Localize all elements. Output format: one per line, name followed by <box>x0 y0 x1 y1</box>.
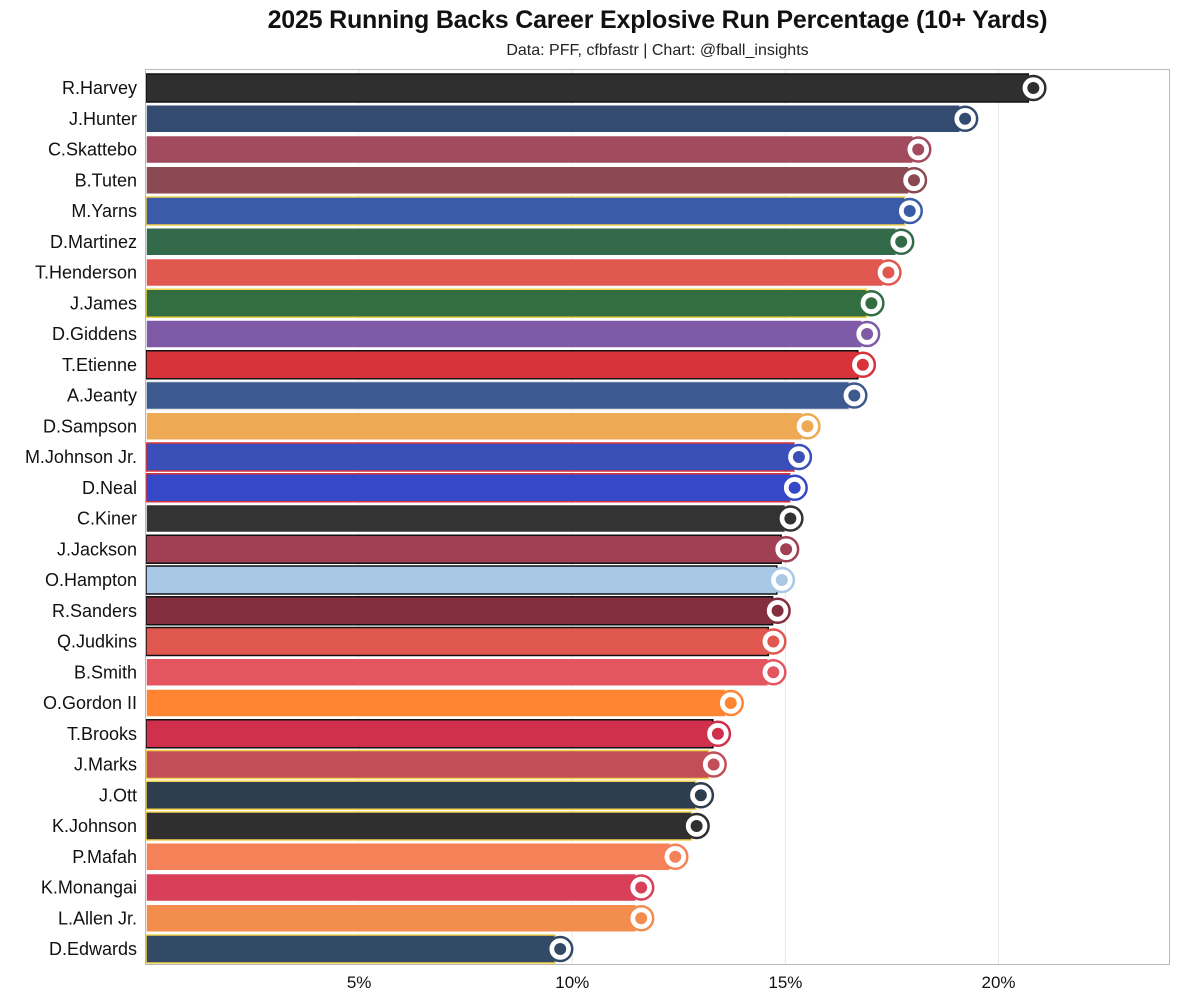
team-logo-icon <box>717 689 744 717</box>
team-logo-icon <box>764 597 791 624</box>
bar <box>145 626 770 657</box>
bar <box>145 903 637 933</box>
team-logo-icon <box>772 536 800 563</box>
team-logo-icon <box>853 320 881 348</box>
category-label: K.Monangai <box>41 878 137 898</box>
category-label: C.Kiner <box>77 509 137 529</box>
category-label: D.Martinez <box>50 232 137 252</box>
team-logo-icon <box>849 351 877 378</box>
bar <box>145 842 672 872</box>
team-logo-icon <box>700 751 727 778</box>
category-label: R.Sanders <box>52 601 137 621</box>
bar <box>145 534 782 564</box>
bar <box>145 473 791 503</box>
bar <box>145 780 697 810</box>
bar <box>145 811 693 841</box>
team-logo-icon <box>794 413 821 440</box>
bar <box>145 503 787 534</box>
category-label: J.Hunter <box>69 109 137 129</box>
team-logo-icon <box>900 167 928 194</box>
category-labels: R.Harvey J.Hunter C.Skattebo B.Tuten M.Yarns… <box>25 78 137 959</box>
category-label: D.Edwards <box>49 939 137 959</box>
bar <box>145 749 710 780</box>
team-logo-icon <box>546 935 574 963</box>
team-logo-icon <box>896 197 923 225</box>
category-label: D.Giddens <box>52 324 137 344</box>
team-logo-icon <box>760 659 787 686</box>
category-label: J.Jackson <box>57 539 137 559</box>
team-logo-icon <box>951 105 979 132</box>
category-label: D.Sampson <box>43 416 137 436</box>
category-label: T.Brooks <box>67 724 137 744</box>
bar <box>145 319 863 349</box>
bar <box>145 596 774 626</box>
team-logo-icon <box>785 443 813 471</box>
x-axis-ticks: 5% 10% 15% 20% <box>347 973 1016 992</box>
bar <box>145 380 851 411</box>
bar <box>145 565 778 595</box>
x-tick-label: 15% <box>768 973 802 992</box>
team-logo-icon <box>841 382 868 409</box>
team-logo-icon <box>781 474 808 501</box>
bar <box>145 934 556 964</box>
logos-layer <box>546 74 1047 963</box>
category-label: C.Skattebo <box>48 140 137 160</box>
category-label: T.Etienne <box>62 355 137 375</box>
bar <box>145 872 637 903</box>
bar <box>145 657 770 687</box>
team-logo-icon <box>768 566 796 594</box>
category-label: R.Harvey <box>62 78 137 98</box>
team-logo-icon <box>875 259 902 286</box>
category-label: L.Allen Jr. <box>58 908 137 928</box>
team-logo-icon <box>1020 74 1047 102</box>
x-tick-label: 20% <box>981 973 1015 992</box>
team-logo-icon <box>683 812 710 840</box>
category-label: O.Gordon II <box>43 693 137 713</box>
category-label: T.Henderson <box>35 263 137 283</box>
plot-border <box>145 69 1170 965</box>
bar <box>145 73 1030 103</box>
team-logo-icon <box>858 290 885 317</box>
bar <box>145 719 714 749</box>
team-logo-icon <box>662 843 689 870</box>
category-label: P.Mafah <box>72 847 137 867</box>
category-label: D.Neal <box>82 478 137 498</box>
bar <box>145 411 804 441</box>
category-label: A.Jeanty <box>67 386 137 406</box>
team-logo-icon <box>905 136 932 163</box>
team-logo-icon <box>687 782 715 809</box>
bar <box>145 196 906 226</box>
team-logo-icon <box>760 628 787 655</box>
x-tick-label: 5% <box>347 973 372 992</box>
team-logo-icon <box>627 874 655 901</box>
category-label: O.Hampton <box>45 570 137 590</box>
bar <box>145 688 727 718</box>
category-label: Q.Judkins <box>57 632 137 652</box>
category-label: J.Ott <box>99 785 137 805</box>
category-label: B.Smith <box>74 662 137 682</box>
bar <box>145 257 885 288</box>
bar <box>145 288 868 318</box>
x-tick-label: 10% <box>555 973 589 992</box>
category-label: J.Marks <box>74 755 137 775</box>
team-logo-icon <box>704 720 732 747</box>
bar <box>145 104 961 134</box>
bar <box>145 350 859 380</box>
bar <box>145 165 910 195</box>
category-label: J.James <box>70 293 137 313</box>
chart-title: 2025 Running Backs Career Explosive Run … <box>267 6 1048 34</box>
team-logo-icon <box>887 228 915 255</box>
category-label: M.Johnson Jr. <box>25 447 137 467</box>
category-label: K.Johnson <box>52 816 137 836</box>
category-label: M.Yarns <box>71 201 137 221</box>
bar <box>145 227 897 257</box>
bar <box>145 442 795 472</box>
bars-layer <box>145 73 1030 964</box>
chart-subtitle: Data: PFF, cfbfastr | Chart: @fball_insi… <box>506 42 809 59</box>
team-logo-icon <box>627 905 655 932</box>
bar <box>145 134 914 165</box>
team-logo-icon <box>777 505 804 532</box>
category-label: B.Tuten <box>75 170 137 190</box>
